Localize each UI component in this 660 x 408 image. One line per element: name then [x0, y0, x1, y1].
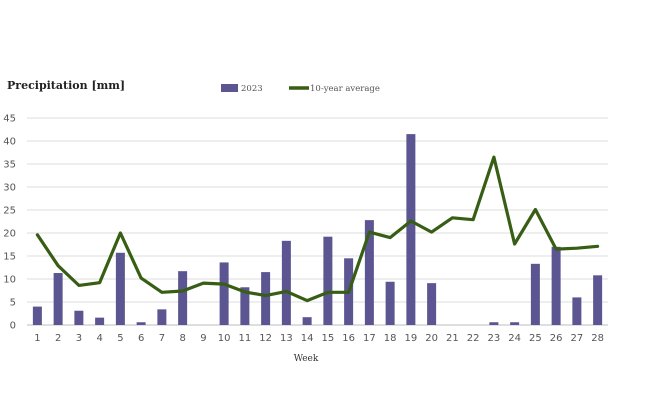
bar-week-5 — [115, 252, 125, 325]
bar-week-23 — [489, 322, 499, 325]
x-tick-label: 21 — [446, 333, 459, 344]
bar-week-17 — [364, 220, 374, 325]
x-axis-label: Week — [294, 354, 319, 364]
x-tick-label: 12 — [259, 333, 272, 344]
x-tick-label: 16 — [342, 333, 355, 344]
legend-swatch-2023 — [221, 84, 238, 92]
y-tick-label: 15 — [3, 252, 16, 263]
x-tick-label: 15 — [322, 333, 335, 344]
bar-week-2 — [53, 273, 63, 325]
x-tick-label: 6 — [138, 333, 144, 344]
bars-2023 — [32, 134, 603, 325]
legend-label-average: 10-year average — [310, 84, 380, 94]
bar-week-27 — [572, 297, 582, 325]
x-tick-label: 10 — [218, 333, 231, 344]
line-average — [35, 155, 600, 303]
bar-week-26 — [551, 246, 561, 325]
y-tick-label: 25 — [3, 206, 16, 217]
gridlines — [27, 117, 608, 326]
bar-week-19 — [406, 134, 416, 325]
x-tick-label: 25 — [529, 333, 542, 344]
x-tick-label: 24 — [508, 333, 521, 344]
bar-week-11 — [240, 287, 250, 325]
bar-week-6 — [136, 322, 146, 325]
bar-week-13 — [281, 240, 291, 325]
y-tick-label: 20 — [3, 229, 16, 240]
x-tick-label: 13 — [280, 333, 293, 344]
legend-label-2023: 2023 — [241, 84, 263, 94]
x-tick-label: 7 — [159, 333, 165, 344]
x-tick-label: 18 — [384, 333, 397, 344]
bar-week-4 — [95, 317, 105, 325]
y-axis-ticks: 0 5 10 15 20 25 30 35 40 45 — [3, 114, 16, 332]
x-tick-label: 20 — [425, 333, 438, 344]
bar-week-20 — [427, 283, 437, 325]
x-tick-label: 2 — [55, 333, 61, 344]
bar-week-24 — [510, 322, 520, 325]
x-tick-label: 23 — [488, 333, 501, 344]
x-axis-ticks: 1 2 3 4 5 6 7 8 9 10 11 12 13 14 15 16 17 18 19 20 21 22 23 24 2… — [34, 333, 604, 344]
x-tick-label: 26 — [550, 333, 563, 344]
bar-week-25 — [530, 263, 540, 325]
x-tick-label: 22 — [467, 333, 480, 344]
bar-week-15 — [323, 236, 333, 325]
y-tick-label: 10 — [3, 275, 16, 286]
x-tick-label: 5 — [117, 333, 123, 344]
bar-week-3 — [74, 310, 84, 325]
x-tick-label: 27 — [571, 333, 584, 344]
y-tick-label: 30 — [3, 183, 16, 194]
y-tick-label: 45 — [3, 114, 16, 125]
y-tick-label: 35 — [3, 160, 16, 171]
legend: 2023 10-year average — [221, 84, 380, 94]
x-tick-label: 28 — [591, 333, 604, 344]
bar-week-1 — [32, 306, 42, 325]
bar-week-12 — [261, 272, 271, 325]
y-tick-label: 5 — [10, 298, 16, 309]
bar-week-7 — [157, 309, 167, 325]
x-tick-label: 14 — [301, 333, 314, 344]
y-tick-label: 40 — [3, 137, 16, 148]
bar-week-18 — [385, 281, 395, 325]
x-tick-label: 1 — [34, 333, 40, 344]
x-tick-label: 9 — [200, 333, 206, 344]
x-tick-label: 11 — [239, 333, 252, 344]
x-tick-label: 4 — [96, 333, 102, 344]
y-tick-label: 0 — [10, 321, 16, 332]
x-tick-label: 17 — [363, 333, 376, 344]
bar-week-28 — [593, 275, 603, 325]
bar-week-14 — [302, 317, 312, 325]
x-tick-label: 19 — [405, 333, 418, 344]
chart-title: Precipitation [mm] — [7, 79, 125, 92]
x-tick-label: 3 — [76, 333, 82, 344]
bar-week-10 — [219, 262, 229, 325]
average-line — [35, 155, 600, 303]
x-tick-label: 8 — [179, 333, 185, 344]
bar-week-8 — [178, 271, 188, 325]
